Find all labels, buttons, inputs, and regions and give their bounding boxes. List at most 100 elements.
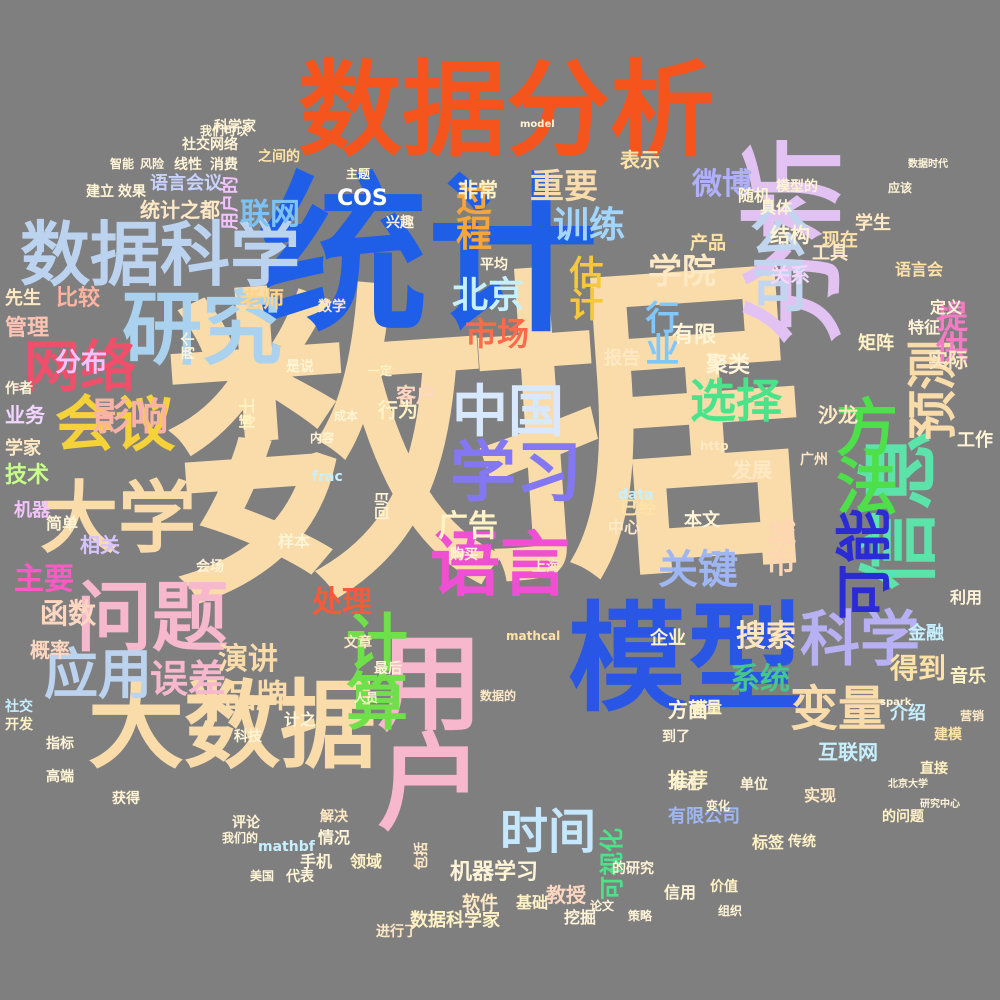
- word-jiazhi: 价值: [710, 879, 738, 895]
- word-jianli: 建立: [86, 184, 114, 200]
- word-lingyu: 领域: [350, 852, 383, 871]
- word-suiji: 随机: [738, 186, 771, 205]
- word-jiegou: 结构: [770, 223, 810, 247]
- word-fazhan: 发展: [732, 458, 772, 482]
- word-bianhua: 变化: [706, 799, 731, 813]
- word-kexuejia: 科学家: [214, 119, 256, 135]
- word-jichu: 基础: [516, 893, 549, 912]
- word-huigui: 回归: [375, 492, 391, 520]
- word-yinyue: 音乐: [950, 666, 986, 687]
- word-tuijian: 推荐: [668, 768, 708, 792]
- word-pinglun: 评论: [232, 815, 260, 831]
- word-biaoqian: 标签: [752, 833, 785, 852]
- word-xuesheng: 学生: [855, 213, 891, 234]
- word-shishuo: 是说: [286, 359, 314, 375]
- word-xunlian: 训练: [553, 205, 626, 246]
- word-weibo: 微博: [692, 167, 752, 202]
- word-jisuan: 计算: [335, 610, 408, 728]
- word-wangluo: 网络: [24, 335, 136, 400]
- word-gailv: 概率: [30, 638, 70, 662]
- word-yanjiu: 研究: [122, 283, 282, 376]
- word-shiji: 实际: [928, 348, 968, 372]
- word-boshi: 博士: [238, 397, 257, 430]
- word-shujukexuejia: 数据科学家: [410, 910, 500, 931]
- word-fangmian: 方面: [668, 698, 708, 722]
- word-ruanjian: 软件: [462, 893, 498, 914]
- word-yuyanhui: 语言会: [895, 260, 944, 279]
- word-gaoduan: 高端: [46, 769, 74, 785]
- word-benwen: 本文: [684, 510, 720, 531]
- word-spark: spark: [880, 697, 912, 708]
- word-model: model: [520, 119, 555, 130]
- word-data: data: [618, 487, 654, 503]
- word-pingtai: 平台: [388, 340, 424, 361]
- word-daole: 到了: [662, 729, 690, 745]
- word-xitong: 系统: [730, 662, 790, 697]
- word-xiangguan: 相关: [80, 533, 120, 557]
- word-xiaoliang: 销量: [690, 698, 723, 717]
- word-womenkeyi: 我们可以: [200, 124, 249, 138]
- word-zhongguo: 中国: [452, 380, 564, 445]
- word-deyanjiu: 的研究: [612, 861, 654, 877]
- word-daibiao: 代表: [286, 869, 314, 885]
- word-kaifa: 开发: [5, 717, 33, 733]
- word-guji: 估计: [563, 255, 603, 320]
- word-http: http: [700, 439, 729, 453]
- word-jieshao: 介绍: [890, 703, 926, 724]
- word-xiansheng: 先生: [5, 288, 41, 309]
- word-neirong: 内容: [310, 431, 335, 445]
- word-hulianwang: 互联网: [818, 740, 878, 764]
- word-xianzai: 现在: [822, 230, 858, 251]
- word-xuanze: 选择: [690, 374, 782, 428]
- word-shijian: 时间: [500, 804, 597, 860]
- word-zhineng: 智能: [110, 157, 135, 171]
- word-sousuo: 搜索: [736, 619, 796, 654]
- word-shalong: 沙龙: [818, 403, 858, 427]
- word-tigong: 提供: [931, 300, 969, 361]
- word-guocheng: 过程: [450, 180, 491, 249]
- word-jiqixuexi: 机器学习: [450, 860, 539, 885]
- word-yingxiao: 营销: [960, 709, 985, 723]
- word-wucha: 误差: [150, 657, 227, 701]
- word-juti: 具体: [760, 198, 793, 217]
- word-huichang: 会场: [196, 559, 224, 575]
- word-guanggao: 广告: [438, 509, 498, 544]
- word-renyuan: 人员: [354, 691, 379, 705]
- word-jizhi: 计之: [284, 710, 317, 729]
- word-guanli: 管理: [5, 316, 50, 341]
- word-moxingde: 模型的: [776, 179, 818, 195]
- word-shanghai: 上海: [532, 559, 560, 575]
- word-xiaoguo: 效果: [118, 184, 146, 200]
- word-zhibiao: 指标: [46, 736, 74, 752]
- word-yanjiang: 演讲: [218, 642, 278, 677]
- word-yingxiang: 影响: [92, 395, 169, 439]
- word-julei: 聚类: [706, 353, 751, 378]
- word-shixian: 实现: [804, 786, 837, 805]
- word-xinyong: 信用: [664, 883, 697, 902]
- word-bijiao: 比较: [56, 286, 101, 311]
- word-yinggai: 应该: [888, 181, 913, 195]
- word-qiye: 企业: [650, 628, 686, 649]
- word-huode: 获得: [112, 791, 140, 807]
- word-zuihou: 最后: [374, 661, 402, 677]
- word-chengshi: 城市: [760, 518, 795, 575]
- word-chengben: 成本: [334, 409, 359, 423]
- word-jinrong: 金融: [908, 623, 944, 644]
- word-bianliang: 变量: [790, 681, 887, 737]
- word-zhongxin: 中心: [608, 518, 641, 537]
- word-zuzhi: 组织: [718, 904, 743, 918]
- word-hangye: 行业: [639, 300, 679, 365]
- word-cos: COS: [337, 186, 388, 211]
- word-dewenti: 的问题: [882, 809, 924, 825]
- word-shuxue: 数学: [318, 299, 346, 315]
- word-zhijiande: 之间的: [258, 149, 300, 165]
- word-guanjian: 关键: [658, 547, 738, 593]
- word-gongsi: 公司: [740, 200, 808, 311]
- word-zuozhe: 作者: [5, 381, 33, 397]
- word-keneng: 可能: [833, 508, 898, 620]
- word-shujufenxi: 数据分析: [298, 49, 715, 171]
- word-baokuo: 包括: [414, 842, 430, 870]
- word-pingjun: 平均: [480, 257, 508, 273]
- word-yonghude: 用户的: [220, 176, 241, 230]
- word-zhijie: 直接: [920, 761, 948, 777]
